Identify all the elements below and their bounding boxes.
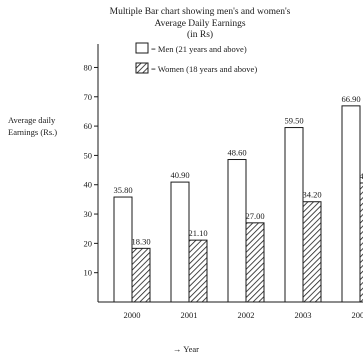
y-tick-label: 20 xyxy=(84,238,93,248)
bar-men xyxy=(284,127,304,303)
y-tick-label: 80 xyxy=(84,62,93,72)
y-axis-label-line-1: Average daily xyxy=(8,115,56,125)
bar-men xyxy=(170,181,190,303)
x-tick-label: 2002 xyxy=(238,310,255,320)
bar-women xyxy=(359,182,363,303)
y-tick-label: 10 xyxy=(84,268,93,278)
x-tick-label: 2001 xyxy=(181,310,198,320)
bar-women xyxy=(131,247,151,303)
x-tick-label: 2004 xyxy=(352,310,363,320)
x-tick-label: 2003 xyxy=(295,310,312,320)
legend-label-women: = Women (18 years and above) xyxy=(151,64,257,74)
data-label: 21.10 xyxy=(188,228,207,238)
data-label: 35.80 xyxy=(113,185,132,195)
data-label: 34.20 xyxy=(302,190,321,200)
x-tick-label: 2000 xyxy=(124,310,141,320)
data-label: 40.60 xyxy=(359,171,363,181)
y-ticks: 10 20 30 40 50 60 70 80 xyxy=(84,62,98,278)
bar-women xyxy=(188,239,208,303)
data-label: 27.00 xyxy=(245,211,264,221)
y-tick-label: 30 xyxy=(84,209,93,219)
bar-women xyxy=(302,201,322,303)
x-tick-labels: 2000 2001 2002 2003 2004 xyxy=(124,310,363,320)
bars: 35.80 18.30 40.90 21.10 48.60 27.00 59.50 34.20… xyxy=(113,94,363,303)
y-tick-label: 60 xyxy=(84,121,93,131)
chart-title-line-2: Average Daily Earnings xyxy=(154,19,245,29)
y-tick-label: 40 xyxy=(84,180,93,190)
data-label: 40.90 xyxy=(170,170,189,180)
y-tick-label: 50 xyxy=(84,150,93,160)
bar-women xyxy=(245,222,265,303)
y-axis-label-line-2: Earnings (Rs.) xyxy=(8,127,57,137)
bar-men xyxy=(113,196,133,303)
data-label: 59.50 xyxy=(284,116,303,126)
legend-swatch-men xyxy=(135,42,149,54)
legend: = Men (21 years and above) = Women (18 y… xyxy=(135,42,257,74)
bar-men xyxy=(227,159,247,303)
data-label: 18.30 xyxy=(131,236,150,246)
x-axis-label: → Year xyxy=(173,344,199,354)
legend-swatch-women xyxy=(135,62,149,74)
bar-men xyxy=(341,105,361,303)
chart-title-line-1: Multiple Bar chart showing men's and wom… xyxy=(110,7,291,17)
chart-title-line-3: (in Rs) xyxy=(187,29,213,40)
legend-label-men: = Men (21 years and above) xyxy=(151,44,247,54)
y-tick-label: 70 xyxy=(84,92,93,102)
data-label: 66.90 xyxy=(341,94,360,104)
data-label: 48.60 xyxy=(227,148,246,158)
